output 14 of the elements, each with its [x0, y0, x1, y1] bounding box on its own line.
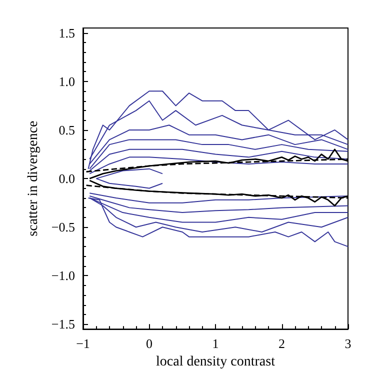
y-tick-label: 1.5 [58, 25, 75, 40]
y-tick-label: −0.5 [51, 220, 75, 235]
y-tick-label: 1.0 [58, 74, 75, 89]
y-axis-title: scatter in divergence [26, 120, 42, 236]
x-axis-title: local density contrast [156, 354, 276, 370]
y-tick-label: −1.5 [51, 316, 75, 332]
x-tick-label: 3 [344, 336, 352, 352]
x-tick-label: 2 [278, 336, 285, 352]
y-tick-label: −1.0 [51, 268, 75, 284]
y-tick-label: 0.0 [58, 171, 75, 186]
y-tick-label: 0.5 [58, 122, 75, 138]
x-tick-label: −1 [76, 336, 90, 352]
x-tick-label: 1 [212, 336, 219, 352]
x-tick-label: 0 [146, 336, 152, 352]
